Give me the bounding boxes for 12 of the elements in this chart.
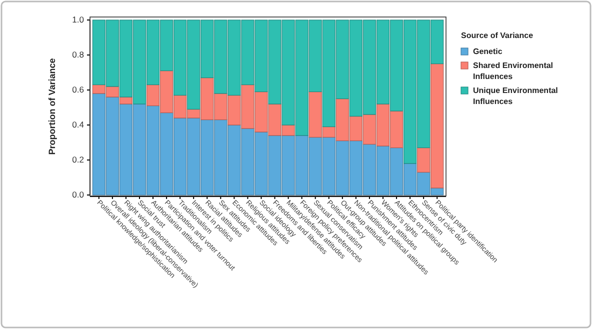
y-tick-label: 0.0 (72, 190, 84, 200)
y-tick-label: 0.8 (72, 50, 84, 60)
y-tick-label: 0.2 (72, 154, 84, 165)
bar (119, 96, 132, 104)
y-axis-title: Proportion of Variance (47, 58, 57, 155)
legend-label: Unique Environmental Influences (473, 86, 558, 106)
y-tick-label: 1.0 (72, 14, 84, 25)
legend-label: Shared Enviromental Influences (473, 61, 554, 81)
y-tick-label: 0.4 (72, 120, 84, 130)
legend-title: Source of Variance (461, 31, 534, 40)
legend-label: Genetic (473, 47, 503, 56)
y-tick-label: 0.6 (72, 84, 84, 95)
